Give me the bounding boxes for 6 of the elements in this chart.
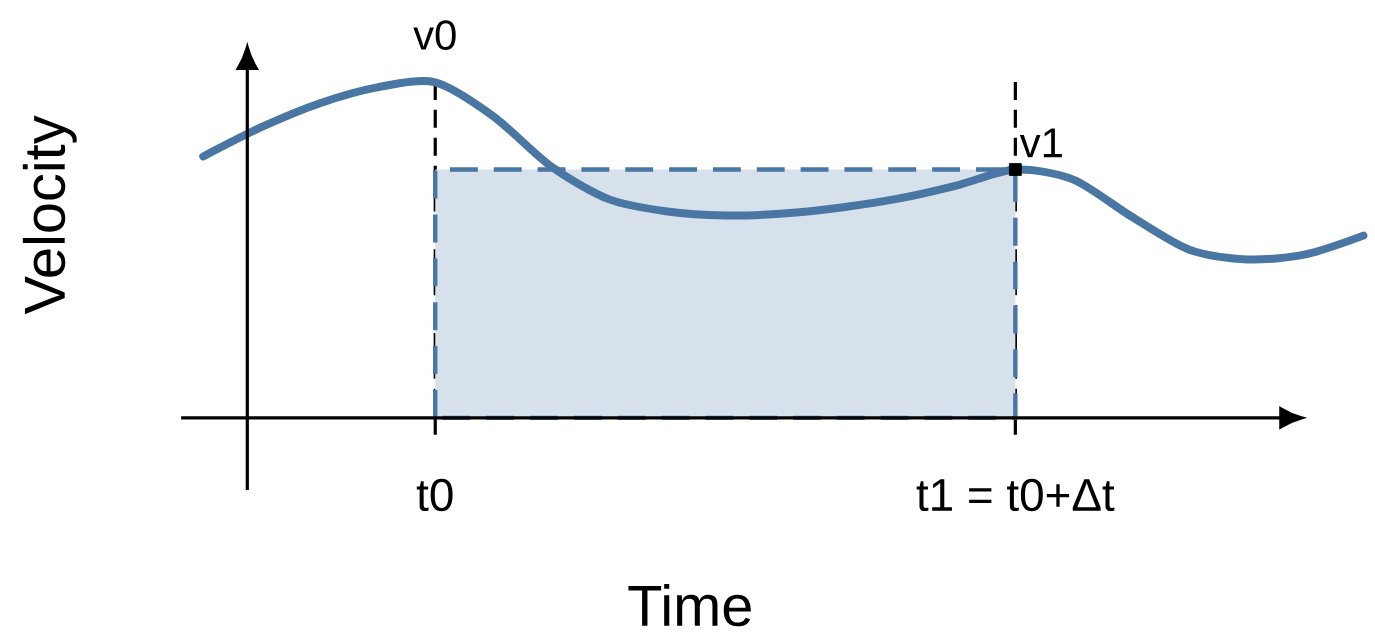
x-tick-label: t0 — [416, 478, 453, 512]
y-axis-title: Velocity — [22, 115, 77, 315]
x-axis-title: Time — [628, 583, 751, 627]
x-tick-label: t1 = t0+Δt — [916, 478, 1115, 512]
annotation: v0 — [413, 20, 456, 50]
annotation: v1 — [1019, 128, 1062, 158]
